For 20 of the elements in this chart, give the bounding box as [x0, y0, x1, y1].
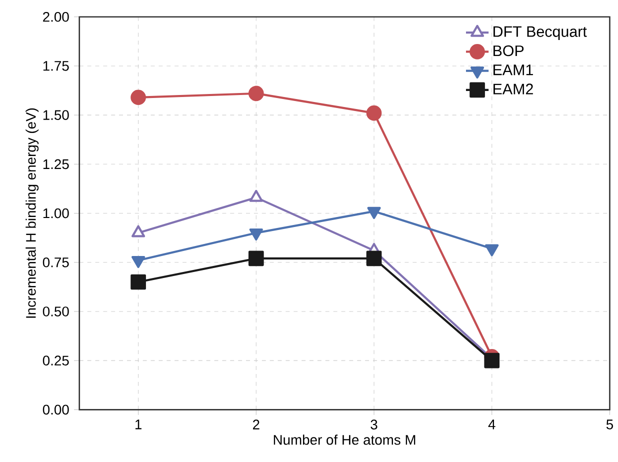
legend-label: EAM1: [494, 64, 533, 75]
legend-label: EAM2: [494, 84, 533, 94]
y-tick-label: 0.75: [42, 257, 69, 268]
legend-label: BOP: [494, 45, 524, 56]
x-tick-label: 1: [135, 420, 142, 430]
x-tick-label: 2: [252, 420, 260, 430]
y-tick-label: 2.00: [43, 12, 69, 22]
x-tick-label: 4: [488, 420, 496, 430]
y-tick-label: 0.00: [42, 404, 69, 414]
x-tick-label: 3: [370, 420, 378, 430]
legend-label: DFT Becquart: [494, 26, 587, 40]
x-tick-label: 5: [606, 420, 614, 430]
y-tick-label: 0.25: [42, 356, 69, 366]
y-tick-label: 1.00: [43, 208, 69, 218]
x-axis-title: Number of He atoms M: [274, 434, 416, 445]
y-tick-label: 1.75: [43, 61, 69, 71]
y-tick-label: 1.25: [43, 159, 69, 169]
y-axis-title: Incremental H binding energy (eV): [26, 108, 39, 318]
y-tick-label: 0.50: [42, 306, 69, 316]
y-tick-label: 1.50: [43, 110, 69, 120]
